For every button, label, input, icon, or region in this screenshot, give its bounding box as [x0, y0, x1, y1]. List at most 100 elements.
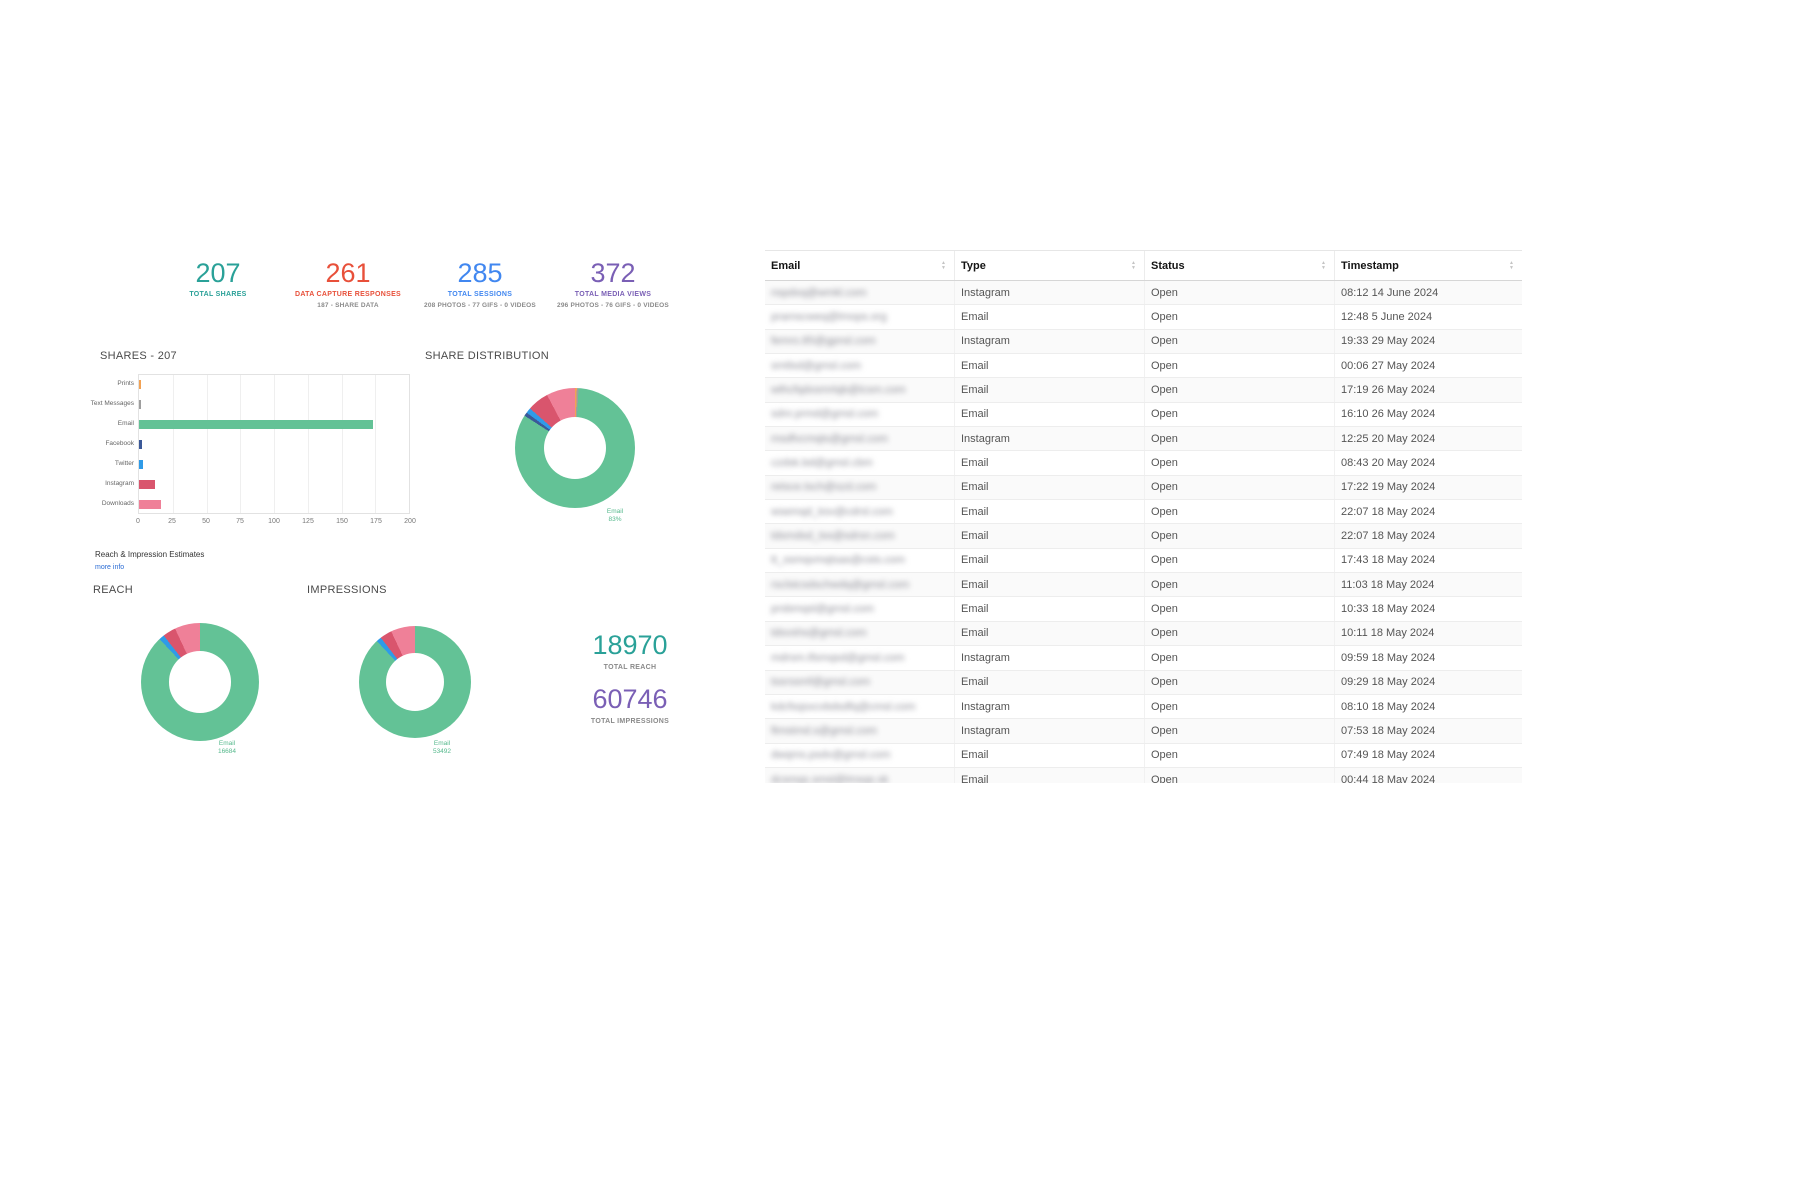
table-row: dwqms.psdv@gmsl.com Email Open 07:49 18 May…: [765, 743, 1522, 768]
y-tick-label: Twitter: [114, 460, 134, 467]
x-tick-label: 125: [302, 518, 314, 525]
table-header: Email ▲ ▼ Type ▲ ▼ Status ▲ ▼ Timestamp ▲ ▼: [765, 250, 1522, 281]
cell-type: Email: [955, 597, 1145, 621]
shares-chart-title: SHARES - 207: [100, 350, 177, 362]
cell-type: Email: [955, 402, 1145, 427]
cell-status: Open: [1145, 573, 1335, 597]
cell-email: smtlsd@gmsl.com: [765, 354, 955, 378]
blurred-email: tdsmdsd_tss@sdrsn.com: [771, 530, 895, 543]
blurred-email: tdsvshs@gmsl.com: [771, 627, 867, 640]
cell-email: prsbmqsl@gmsl.com: [765, 597, 955, 621]
sort-icon[interactable]: ▲ ▼: [1131, 260, 1136, 271]
cell-timestamp: 22:07 18 May 2024: [1341, 505, 1436, 518]
column-header-email[interactable]: Email ▲ ▼: [765, 251, 955, 280]
cell-status: Open: [1145, 670, 1335, 694]
table-row: tt_ssmqvmqtsas@csts.com Email Open 17:43 18…: [765, 548, 1522, 574]
stat-label: TOTAL MEDIA VIEWS: [574, 291, 652, 298]
cell-status: Open: [1145, 597, 1335, 621]
donut-label-value: 83%: [608, 516, 622, 523]
blurred-email: dwqms.psdv@gmsl.com: [771, 749, 891, 762]
cell-type: Email: [955, 621, 1145, 646]
cell-type: Instagram: [955, 719, 1145, 743]
table-row: dcsmqs.smsl@lmsqs.sk Email Open 00:44 18 Ma…: [765, 767, 1522, 783]
table-row: tdsvshs@gmsl.com Email Open 10:11 18 May 20…: [765, 621, 1522, 647]
impressions-title: IMPRESSIONS: [307, 584, 387, 596]
cell-type: Email: [955, 451, 1145, 475]
bar-twitter: [139, 460, 144, 469]
donut-hole: [169, 651, 231, 713]
column-label: Status: [1151, 259, 1185, 272]
column-header-status[interactable]: Status ▲ ▼: [1145, 251, 1335, 280]
bar-ylabels: Prints Text Messages Email Facebook Twitter I…: [90, 374, 134, 514]
reach-donut-label: Email 16684: [202, 740, 252, 756]
y-tick-label: Prints: [117, 380, 134, 387]
y-tick-label: Instagram: [105, 480, 134, 487]
blurred-email: rsclstcsdschwdq@gmsl.com: [771, 578, 910, 591]
cell-status: Open: [1145, 281, 1335, 305]
column-label: Timestamp: [1341, 259, 1399, 272]
cell-type: Instagram: [955, 427, 1145, 451]
cell-type: Email: [955, 670, 1145, 694]
cell-type: Email: [955, 305, 1145, 329]
column-label: Type: [961, 259, 986, 272]
estimates-label: Reach & Impression Estimates: [95, 549, 205, 559]
blurred-email: kdcfsqsxcvbdsdfq@cmsl.com: [771, 700, 916, 713]
stats-row: 207 TOTAL SHARES 261 DATA CAPTURE RESPONSES…: [90, 258, 670, 328]
cell-timestamp: 19:33 29 May 2024: [1341, 335, 1436, 348]
cell-type: Email: [955, 500, 1145, 524]
gridline: [240, 375, 242, 513]
cell-timestamp: 22:07 18 May 2024: [1341, 530, 1436, 543]
table-row: czdsk.bd@gmsl.cbm Email Open 08:43 20 May 2…: [765, 451, 1522, 476]
cell-timestamp: 00:44 18 May 2024: [1341, 773, 1436, 783]
gridline: [341, 375, 343, 513]
table-row: msdfvcmqts@gmsl.com Instagram Open 12:25 20…: [765, 427, 1522, 452]
cell-timestamp: 08:10 18 May 2024: [1341, 700, 1436, 713]
bar-text-messages: [139, 400, 141, 409]
share-distribution-title: SHARE DISTRIBUTION: [425, 350, 549, 362]
stat-sublabel: 187 - SHARE DATA: [317, 302, 379, 309]
cell-status: Open: [1145, 548, 1335, 573]
blurred-email: wthcfqdxsmrtqb@lcsm.com: [771, 384, 906, 397]
blurred-email: tt_ssmqvmqtsas@csts.com: [771, 554, 906, 567]
y-tick-label: Downloads: [101, 500, 134, 507]
cell-status: Open: [1145, 427, 1335, 451]
cell-timestamp: 10:11 18 May 2024: [1341, 627, 1435, 640]
cell-timestamp: 11:03 18 May 2024: [1341, 578, 1435, 591]
donut-label-value: 53492: [432, 748, 452, 755]
bar-xlabels: 0 25 50 75 100 125 150 175 200: [136, 518, 416, 530]
cell-type: Instagram: [955, 646, 1145, 670]
cell-email: tt_ssmqvmqtsas@csts.com: [765, 548, 955, 573]
shares-bar-chart: Prints Text Messages Email Facebook Twitter I…: [90, 368, 420, 533]
cell-timestamp: 07:53 18 May 2024: [1341, 724, 1436, 737]
stat-label: TOTAL SESSIONS: [447, 291, 513, 298]
cell-status: Open: [1145, 719, 1335, 743]
table-row: pramscweq@lmops.org Email Open 12:48 5 June…: [765, 305, 1522, 330]
estimates-checkbox[interactable]: ✓: [211, 547, 225, 561]
cell-status: Open: [1145, 646, 1335, 670]
cell-email: tdsmdsd_tss@sdrsn.com: [765, 524, 955, 548]
cell-timestamp: 17:43 18 May 2024: [1341, 554, 1436, 567]
cell-status: Open: [1145, 743, 1335, 767]
sort-icon[interactable]: ▲ ▼: [1321, 260, 1326, 271]
cell-email: retsce.tsch@szd.com: [765, 475, 955, 500]
column-label: Email: [771, 259, 801, 272]
cell-status: Open: [1145, 402, 1335, 427]
x-tick-label: 200: [404, 518, 416, 525]
cell-email: mdrsm.tfsmqsd@gmsl.com: [765, 646, 955, 670]
y-tick-label: Facebook: [105, 440, 134, 447]
stat-label: DATA CAPTURE RESPONSES: [294, 291, 402, 298]
donut-label-name: Email: [218, 740, 236, 747]
cell-email: pramscweq@lmops.org: [765, 305, 955, 329]
more-info-link[interactable]: more info: [95, 564, 125, 571]
cell-status: Open: [1145, 694, 1335, 719]
cell-status: Open: [1145, 354, 1335, 378]
blurred-email: dcsmqs.smsl@lmsqs.sk: [771, 773, 889, 783]
column-header-timestamp[interactable]: Timestamp ▲ ▼: [1335, 251, 1522, 280]
column-header-type[interactable]: Type ▲ ▼: [955, 251, 1145, 280]
cell-email: czdsk.bd@gmsl.cbm: [765, 451, 955, 475]
sort-icon[interactable]: ▲ ▼: [1509, 260, 1514, 271]
blurred-email: mdrsm.tfsmqsd@gmsl.com: [771, 651, 905, 664]
sort-icon[interactable]: ▲ ▼: [941, 260, 946, 271]
cell-type: Email: [955, 743, 1145, 767]
blurred-email: retsce.tsch@szd.com: [771, 481, 877, 494]
